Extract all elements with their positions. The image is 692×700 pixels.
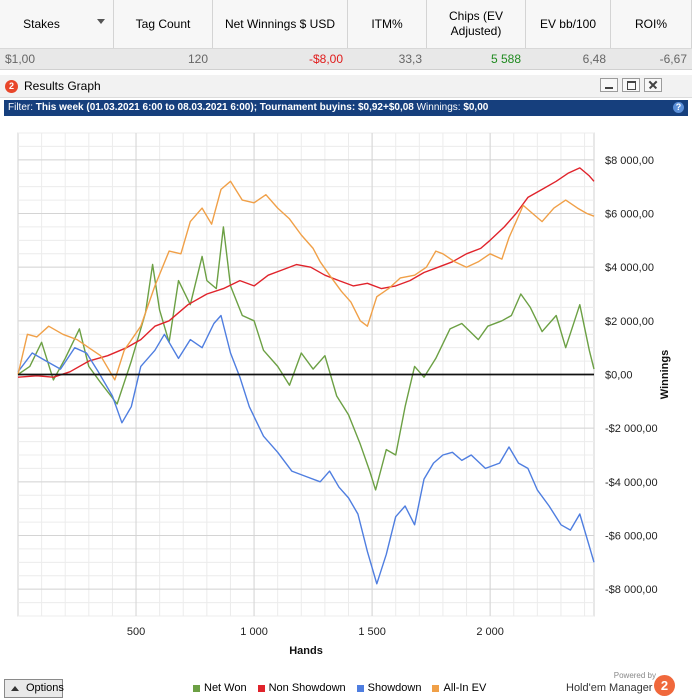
x-tick-label: 1 000 (240, 626, 268, 638)
table-cell: -$8,00 (308, 52, 343, 66)
column-header-label: Net Winnings $ USD (224, 16, 336, 31)
table-cell: $1,00 (5, 52, 36, 66)
legend-item[interactable]: Showdown (356, 681, 422, 695)
filter-bar[interactable]: Filter: This week (01.03.2021 6:00 to 08… (4, 100, 688, 116)
series-line-all-in-ev (17, 180, 595, 381)
brand-name: Hold'em Manager (566, 682, 653, 694)
filter-text: Filter: This week (01.03.2021 6:00 to 08… (8, 102, 489, 113)
column-header[interactable]: Chips (EV Adjusted) (427, 0, 526, 48)
legend-label: Showdown (367, 682, 422, 694)
column-header[interactable]: ITM% (348, 0, 427, 48)
legend-label: All-In EV (443, 682, 487, 694)
expand-up-icon (11, 686, 19, 691)
legend-swatch (257, 684, 265, 692)
column-header-label: ROI% (634, 16, 667, 31)
y-tick-label: -$2 000,00 (605, 423, 658, 435)
legend-swatch (356, 684, 364, 692)
y-tick-label: $4 000,00 (605, 262, 654, 274)
legend-swatch (432, 684, 440, 692)
minimize-button[interactable] (600, 78, 618, 92)
y-tick-label: -$8 000,00 (605, 584, 658, 596)
y-tick-label: $8 000,00 (605, 155, 654, 167)
x-tick-label: 1 500 (358, 626, 386, 638)
table-cell: 33,3 (398, 52, 422, 66)
series-line-non-showdown (17, 167, 595, 378)
series-line-net-won (17, 226, 595, 491)
column-header[interactable]: Tag Count (114, 0, 213, 48)
x-tick-label: 2 000 (476, 626, 504, 638)
stats-table-header: Stakes Tag Count Net Winnings $ USD ITM% Chi… (0, 0, 692, 49)
column-header[interactable]: Stakes (0, 0, 114, 48)
window-title: Results Graph (24, 79, 101, 93)
options-button[interactable]: Options (4, 679, 64, 698)
stats-table-row[interactable]: $1,00 120 -$8,00 33,3 5 588 6,48 -6,67 (0, 49, 692, 70)
column-header[interactable]: EV bb/100 (526, 0, 611, 48)
legend-label: Non Showdown (268, 682, 346, 694)
results-chart: $8 000,00 $6 000,00 $4 000,00 $2 000,00 $0,0… (17, 132, 671, 657)
x-axis-title: Hands (289, 645, 323, 657)
y-tick-label: $0,00 (605, 370, 633, 382)
powered-by-text: Powered by (613, 671, 656, 680)
y-tick-label: -$4 000,00 (605, 477, 658, 489)
window-titlebar[interactable]: 2 Results Graph (0, 75, 692, 98)
y-tick-label: $6 000,00 (605, 209, 654, 221)
column-header[interactable]: ROI% (611, 0, 692, 48)
series-line-showdown (17, 314, 595, 585)
legend-item[interactable]: Net Won (193, 681, 247, 695)
legend-swatch (193, 684, 200, 692)
close-button[interactable] (644, 78, 662, 92)
legend-label: Net Won (204, 682, 247, 694)
hm-logo-icon: 2 (5, 80, 18, 93)
column-header-label: ITM% (371, 16, 403, 31)
column-header-label: Chips (EV Adjusted) (448, 9, 504, 38)
table-cell: 5 588 (490, 52, 521, 66)
y-tick-label: -$6 000,00 (605, 531, 658, 543)
hm-brand-logo-icon: 2 (654, 675, 675, 696)
table-cell: 6,48 (582, 52, 606, 66)
table-cell: -6,67 (659, 52, 687, 66)
y-tick-label: $2 000,00 (605, 316, 654, 328)
y-axis-title: Winnings (659, 350, 671, 399)
column-header-label: Tag Count (135, 16, 191, 31)
maximize-button[interactable] (622, 78, 640, 92)
column-header[interactable]: Net Winnings $ USD (213, 0, 348, 48)
help-icon[interactable]: ? (673, 102, 684, 113)
table-cell: 120 (187, 52, 208, 66)
legend-item[interactable]: Non Showdown (257, 681, 346, 695)
column-header-label: Stakes (23, 16, 60, 31)
chart-legend: Net Won Non Showdown Showdown All-In EV (193, 681, 497, 695)
dropdown-arrow-icon[interactable] (97, 19, 105, 24)
column-header-label: EV bb/100 (539, 16, 597, 31)
legend-item[interactable]: All-In EV (432, 681, 486, 695)
options-label: Options (26, 682, 64, 694)
x-tick-label: 500 (127, 626, 145, 638)
